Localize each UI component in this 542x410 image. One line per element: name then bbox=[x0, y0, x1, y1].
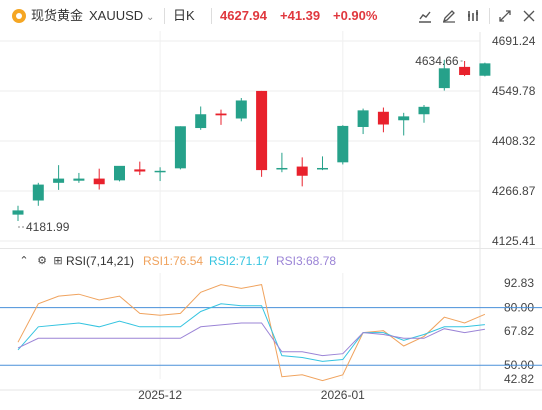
candle-body bbox=[398, 116, 410, 121]
price-change-percent: +0.90% bbox=[333, 8, 378, 23]
rsi2-value: RSI2:71.17 bbox=[209, 254, 270, 268]
high-price-label: 4634.66 bbox=[415, 54, 459, 68]
rsi-line-rsi3 bbox=[17, 322, 485, 357]
candle-body bbox=[154, 170, 166, 173]
price-change: +41.39 bbox=[280, 8, 321, 23]
price-tick-label: 4691.24 bbox=[492, 34, 536, 48]
collapse-icon[interactable]: ⌃ bbox=[19, 255, 29, 267]
rsi-tick-label: 42.82 bbox=[504, 372, 534, 386]
rsi-indicator-name[interactable]: RSI(7,14,21) bbox=[66, 254, 135, 268]
candle-body bbox=[93, 178, 105, 185]
rsi-line-rsi2 bbox=[17, 303, 485, 362]
candle-body bbox=[32, 184, 44, 201]
divider bbox=[164, 8, 165, 24]
date-tick-label: 2026-01 bbox=[321, 388, 365, 402]
candle-body bbox=[438, 68, 450, 89]
candle-body bbox=[195, 114, 207, 129]
rsi-tick-label: 67.82 bbox=[504, 324, 534, 338]
candle-body bbox=[317, 167, 328, 170]
last-price: 4627.94 bbox=[220, 8, 267, 23]
timeframe-selector[interactable]: 日K bbox=[173, 8, 195, 23]
divider bbox=[211, 8, 212, 24]
candle-body bbox=[377, 111, 389, 125]
candle-body bbox=[337, 125, 349, 163]
candle-body bbox=[12, 210, 24, 215]
candle-body bbox=[357, 110, 369, 127]
symbol-name[interactable]: 现货黄金 bbox=[31, 8, 84, 23]
candle-body bbox=[479, 63, 491, 76]
candle-body bbox=[418, 106, 430, 115]
rsi3-value: RSI3:68.78 bbox=[276, 254, 337, 268]
gold-coin-icon bbox=[12, 9, 26, 23]
chart-type-icon[interactable] bbox=[416, 8, 434, 24]
symbol-dropdown-icon[interactable]: ⌄ bbox=[146, 12, 155, 23]
indicator-icon[interactable] bbox=[464, 8, 482, 24]
candle-body bbox=[114, 165, 125, 181]
candle-body bbox=[73, 178, 85, 181]
date-tick-label: 2025-12 bbox=[138, 388, 182, 402]
settings-icon[interactable] bbox=[520, 8, 538, 24]
rsi-tick-label: 92.83 bbox=[504, 276, 534, 290]
candle-body bbox=[53, 178, 65, 183]
chart-header: 现货黄金 XAUUSD ⌄ 日K 4627.94 +41.39 +0.90% bbox=[0, 0, 542, 32]
draw-icon[interactable] bbox=[440, 8, 458, 24]
candle-body bbox=[235, 100, 247, 119]
candle-body bbox=[276, 167, 288, 170]
price-tick-label: 4408.32 bbox=[492, 134, 536, 148]
candle-body bbox=[296, 166, 308, 176]
price-tick-label: 4266.87 bbox=[492, 184, 536, 198]
low-price-label: 4181.99 bbox=[26, 220, 70, 234]
indicator-menu-icon[interactable]: ⊞ bbox=[53, 255, 63, 267]
candle-body bbox=[174, 126, 186, 169]
indicator-settings-icon[interactable]: ⚙ bbox=[37, 255, 47, 267]
candle-body bbox=[215, 113, 227, 116]
candle-body bbox=[256, 90, 268, 171]
rsi-line-rsi1 bbox=[17, 284, 486, 382]
symbol-code[interactable]: XAUUSD bbox=[89, 8, 144, 23]
candle-body bbox=[459, 66, 471, 76]
rsi1-value: RSI1:76.54 bbox=[143, 254, 204, 268]
panel-divider bbox=[0, 248, 542, 249]
price-tick-label: 4125.41 bbox=[492, 234, 536, 248]
price-tick-label: 4549.78 bbox=[492, 84, 536, 98]
fullscreen-icon[interactable] bbox=[496, 8, 514, 24]
candle-body bbox=[134, 169, 146, 172]
divider bbox=[489, 8, 490, 24]
